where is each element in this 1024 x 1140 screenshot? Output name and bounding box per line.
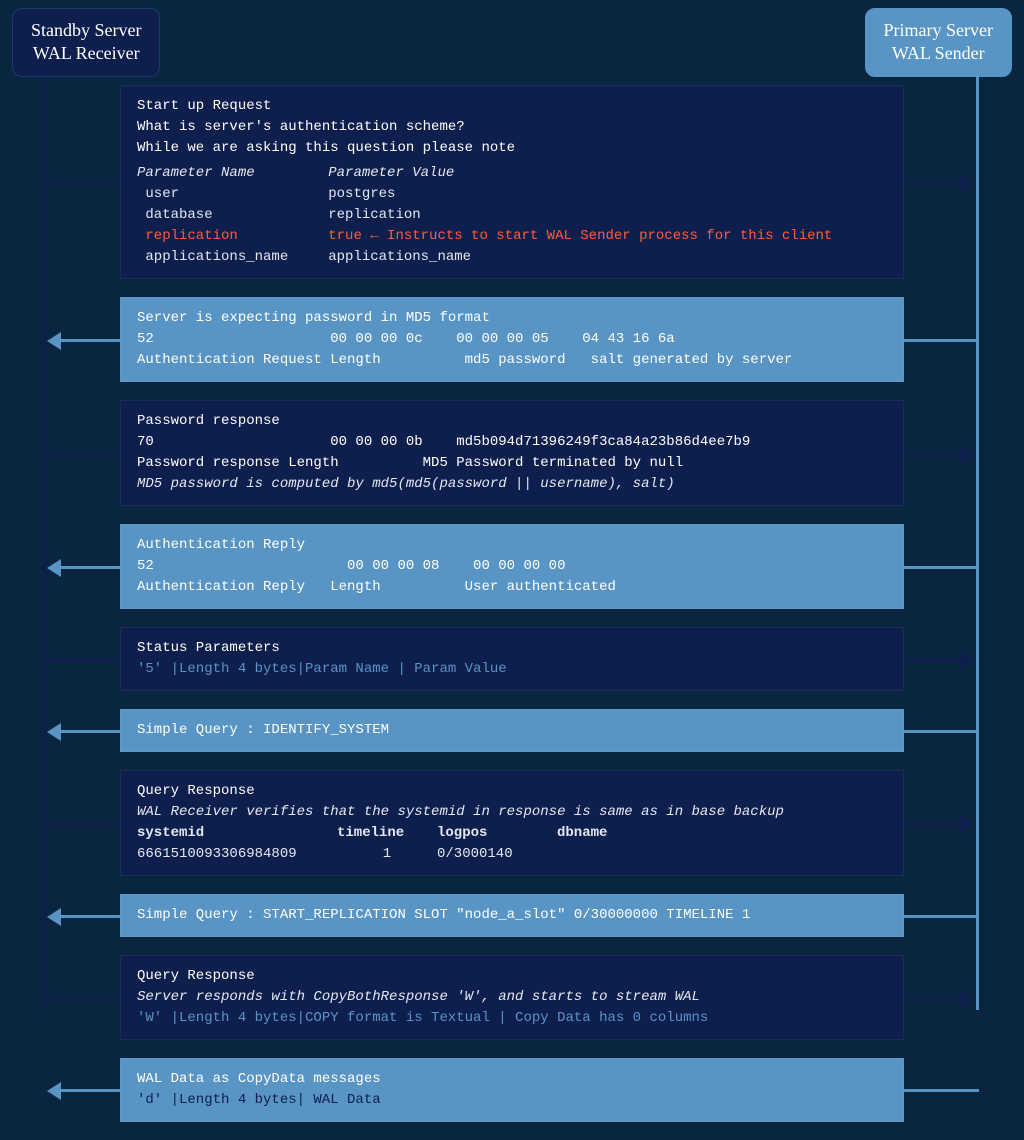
message-row: Authentication Reply Length User authent… [137, 577, 887, 598]
standby-server-header: Standby Server WAL Receiver [12, 8, 160, 77]
message-title: Query Response [137, 781, 887, 802]
param-value: true ← Instructs to start WAL Sender pro… [328, 226, 832, 247]
message-box: Password response70 00 00 00 0b md5b094d… [120, 400, 904, 506]
arrow-segment [904, 1089, 979, 1092]
arrow-segment [904, 566, 979, 569]
param-name: replication [137, 226, 288, 247]
message-row: Authentication Request Length md5 passwo… [137, 350, 887, 371]
message-box: WAL Data as CopyData messages'd' |Length… [120, 1058, 904, 1122]
param-name: user [137, 184, 288, 205]
message-box: Simple Query : START_REPLICATION SLOT "n… [120, 894, 904, 937]
message-box: Query ResponseServer responds with CopyB… [120, 955, 904, 1040]
message-title: Password response [137, 411, 887, 432]
message-box: Server is expecting password in MD5 form… [120, 297, 904, 382]
message-cyan-line: '5' |Length 4 bytes|Param Name | Param V… [137, 659, 887, 680]
message-box: Simple Query : IDENTIFY_SYSTEM [120, 709, 904, 752]
message-box: Start up RequestWhat is server's authent… [120, 85, 904, 279]
message-box: Authentication Reply52 00 00 00 08 00 00… [120, 524, 904, 609]
message-row: 70 00 00 00 0b md5b094d71396249f3ca84a23… [137, 432, 887, 453]
param-value: applications_name [328, 247, 832, 268]
arrow-left [59, 730, 120, 733]
arrow-right [904, 658, 962, 661]
header-right-line1: Primary Server [884, 20, 993, 40]
header-right-line2: WAL Sender [892, 43, 985, 63]
message-container: Start up RequestWhat is server's authent… [120, 85, 904, 1140]
param-value: replication [328, 205, 832, 226]
message-line: What is server's authentication scheme? [137, 117, 887, 138]
message-title: Start up Request [137, 96, 887, 117]
param-value: postgres [328, 184, 832, 205]
arrow-segment [904, 730, 979, 733]
arrow-segment [45, 997, 120, 1000]
left-lifeline [43, 70, 46, 1010]
arrow-segment [904, 339, 979, 342]
message-title: WAL Data as CopyData messages [137, 1069, 887, 1090]
message-title: Server is expecting password in MD5 form… [137, 308, 887, 329]
right-lifeline [976, 70, 979, 1010]
arrow-right [904, 822, 962, 825]
message-text: Simple Query : IDENTIFY_SYSTEM [137, 722, 389, 738]
message-note: WAL Receiver verifies that the systemid … [137, 802, 887, 823]
arrow-left [59, 1089, 120, 1092]
arrow-right [904, 181, 962, 184]
message-row: Password response Length MD5 Password te… [137, 453, 887, 474]
param-header-name: Parameter Name [137, 163, 288, 184]
message-title: Status Parameters [137, 638, 887, 659]
message-title: Authentication Reply [137, 535, 887, 556]
arrow-segment [45, 181, 120, 184]
message-box: Status Parameters'5' |Length 4 bytes|Par… [120, 627, 904, 691]
primary-server-header: Primary Server WAL Sender [865, 8, 1012, 77]
header-left-line1: Standby Server [31, 20, 141, 40]
arrow-segment [45, 452, 120, 455]
message-text: Simple Query : START_REPLICATION SLOT "n… [137, 907, 750, 923]
arrow-right [904, 452, 962, 455]
message-row: 52 00 00 00 0c 00 00 00 05 04 43 16 6a [137, 329, 887, 350]
message-row: 52 00 00 00 08 00 00 00 00 [137, 556, 887, 577]
header-left-line2: WAL Receiver [33, 43, 140, 63]
arrow-segment [904, 915, 979, 918]
table-row: 666151009330698480910/3000140 [137, 844, 887, 865]
message-dark-line: 'd' |Length 4 bytes| WAL Data [137, 1090, 887, 1111]
table-header: systemidtimelinelogposdbname [137, 823, 887, 844]
arrow-left [59, 339, 120, 342]
message-note: MD5 password is computed by md5(md5(pass… [137, 474, 887, 495]
param-header-value: Parameter Value [328, 163, 832, 184]
message-cyan-line: 'W' |Length 4 bytes|COPY format is Textu… [137, 1008, 887, 1029]
arrow-left [59, 915, 120, 918]
message-note: Server responds with CopyBothResponse 'W… [137, 987, 887, 1008]
param-name: database [137, 205, 288, 226]
message-box: Query ResponseWAL Receiver verifies that… [120, 770, 904, 876]
arrow-segment [45, 822, 120, 825]
arrow-left [59, 566, 120, 569]
param-name: applications_name [137, 247, 288, 268]
arrow-segment [45, 658, 120, 661]
arrow-right [904, 997, 962, 1000]
message-title: Query Response [137, 966, 887, 987]
message-line: While we are asking this question please… [137, 138, 887, 159]
